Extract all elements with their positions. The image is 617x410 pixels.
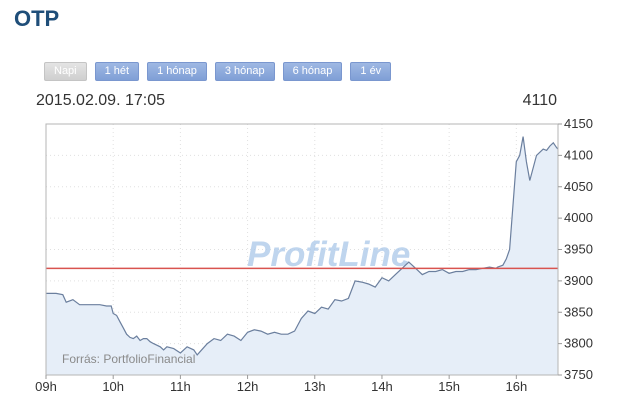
y-tick-label: 3750 xyxy=(564,367,593,382)
chart-datetime: 2015.02.09. 17:05 xyxy=(36,92,166,109)
source-note: Forrás: PortfolioFinancial xyxy=(62,352,195,366)
y-tick-label: 3900 xyxy=(564,273,593,288)
x-tick-label: 11h xyxy=(170,379,191,394)
x-tick-label: 16h xyxy=(505,379,527,394)
watermark: ProfitLine xyxy=(247,235,410,274)
x-tick-label: 10h xyxy=(102,379,124,394)
tab-1-het[interactable]: 1 hét xyxy=(94,62,140,81)
price-area xyxy=(46,136,558,375)
tab-napi[interactable]: Napi xyxy=(44,62,87,81)
y-tick-label: 3850 xyxy=(564,304,593,319)
y-tick-label: 3950 xyxy=(564,242,593,257)
y-tick-label: 4050 xyxy=(564,179,593,194)
x-tick-label: 14h xyxy=(371,379,393,394)
x-tick-label: 12h xyxy=(237,379,259,394)
y-axis: 4150 4100 4050 4000 3950 3900 3850 3800 3750 xyxy=(558,116,593,382)
x-tick-label: 09h xyxy=(35,379,57,394)
y-tick-label: 4150 xyxy=(564,116,593,131)
tab-6-honap[interactable]: 6 hónap xyxy=(282,62,343,81)
tab-1-ev[interactable]: 1 év xyxy=(350,62,392,81)
x-tick-label: 15h xyxy=(438,379,460,394)
page-title: OTP xyxy=(14,6,60,31)
y-tick-label: 3800 xyxy=(564,336,593,351)
time-range-tabs: Napi 1 hét 1 hónap 3 hónap 6 hónap 1 év xyxy=(44,62,392,81)
tab-3-honap[interactable]: 3 hónap xyxy=(214,62,275,81)
tab-1-honap[interactable]: 1 hónap xyxy=(147,62,207,81)
y-tick-label: 4000 xyxy=(564,210,593,225)
last-price: 4110 xyxy=(522,92,557,109)
y-tick-label: 4100 xyxy=(564,147,593,162)
price-line xyxy=(46,136,559,356)
x-axis: 09h 10h 11h 12h 13h 14h 15h 16h xyxy=(35,375,527,394)
x-tick-label: 13h xyxy=(304,379,326,394)
